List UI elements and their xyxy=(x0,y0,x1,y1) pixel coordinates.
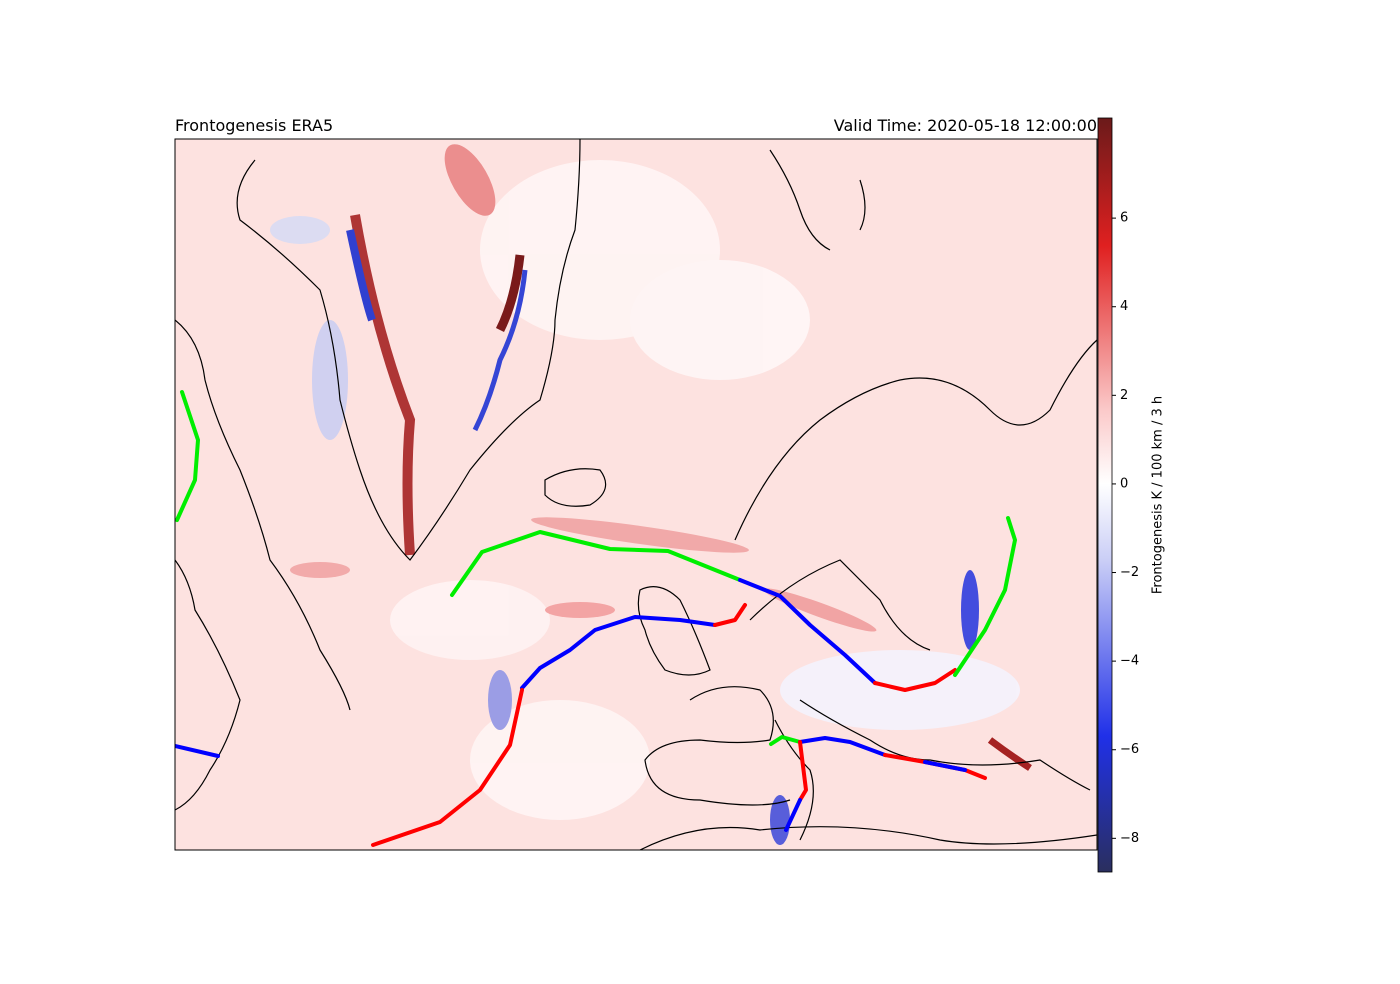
map-area xyxy=(175,139,1097,850)
colorbar-tick-label: 6 xyxy=(1120,211,1128,226)
colorbar-tick-label: −6 xyxy=(1120,742,1139,757)
ridge-fronts xyxy=(346,214,1032,771)
colorbar: −8 −6 −4 −2 0 2 4 6 xyxy=(1097,117,1139,873)
coastlines xyxy=(175,139,1097,850)
colorbar-tick-label: −2 xyxy=(1120,565,1139,580)
colorbar-tick-label: −8 xyxy=(1120,831,1139,846)
colorbar-tick-label: 2 xyxy=(1120,388,1128,403)
colorbar-tick-label: 0 xyxy=(1120,476,1128,491)
colorbar-tick-label: 4 xyxy=(1120,299,1128,314)
colorbar-tick-label: −4 xyxy=(1120,654,1139,669)
title-right: Valid Time: 2020-05-18 12:00:00 xyxy=(834,116,1097,135)
map-frame xyxy=(174,138,1098,851)
front-lines xyxy=(175,390,1017,847)
title-left: Frontogenesis ERA5 xyxy=(175,116,333,135)
colorbar-gradient xyxy=(1097,117,1113,873)
colorbar-label: Frontogenesis K / 100 km / 3 h xyxy=(1151,396,1166,594)
